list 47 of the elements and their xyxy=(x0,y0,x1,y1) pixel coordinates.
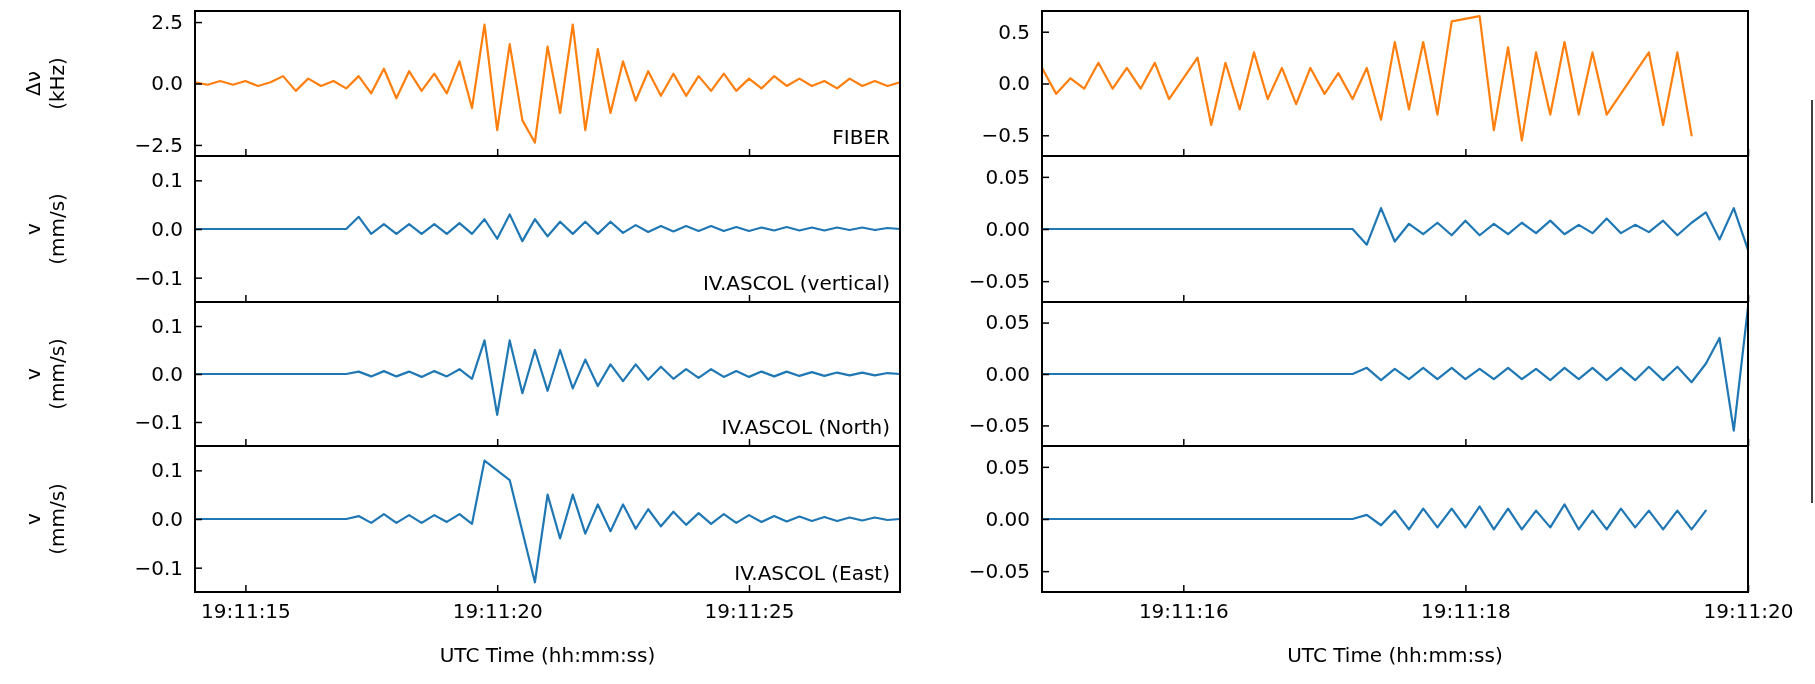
annotation: IV.ASCOL (vertical) xyxy=(702,271,890,295)
y-axis-title: v (mm/s) xyxy=(21,193,69,265)
y-tick-label: 0.0 xyxy=(151,216,183,241)
y-axis-title: v (mm/s) xyxy=(21,338,69,410)
y-axis-title: v (mm/s) xyxy=(21,483,69,555)
x-tick-label: 19:11:25 xyxy=(704,599,795,624)
y-axis-title: Δν (kHz) xyxy=(21,57,69,110)
line-series xyxy=(195,459,900,584)
x-tick-label: 19:11:20 xyxy=(452,599,543,624)
x-tick-label: 19:11:18 xyxy=(1420,599,1511,624)
y-tick-label: 0.0 xyxy=(151,361,183,386)
line-series xyxy=(195,23,900,144)
x-tick-label: 19:11:20 xyxy=(1703,599,1794,624)
line-series xyxy=(1042,15,1693,142)
annotation: FIBER xyxy=(832,125,891,149)
line-series xyxy=(195,339,900,416)
y-tick-label: 0.00 xyxy=(985,216,1030,241)
y-tick-label: −0.05 xyxy=(968,269,1030,294)
y-tick-label: −0.5 xyxy=(981,123,1030,148)
y-tick-label: 0.0 xyxy=(998,71,1030,96)
y-tick-label: 0.0 xyxy=(151,71,183,96)
y-tick-label: −0.05 xyxy=(968,413,1030,438)
y-tick-label: 0.00 xyxy=(985,361,1030,386)
annotation: IV.ASCOL (North) xyxy=(721,415,890,439)
y-tick-label: 0.1 xyxy=(151,313,183,338)
y-tick-label: 0.00 xyxy=(985,506,1030,531)
x-axis-title: UTC Time (hh:mm:ss) xyxy=(1287,643,1503,667)
y-tick-label: −2.5 xyxy=(134,132,183,157)
y-tick-label: 0.5 xyxy=(998,19,1030,44)
y-tick-label: 0.0 xyxy=(151,506,183,531)
line-series xyxy=(195,213,900,243)
y-tick-label: 0.05 xyxy=(985,310,1030,335)
x-tick-label: 19:11:16 xyxy=(1138,599,1229,624)
y-tick-label: −0.1 xyxy=(134,265,183,290)
y-tick-label: 0.05 xyxy=(985,164,1030,189)
y-tick-label: 0.1 xyxy=(151,168,183,193)
y-tick-label: 2.5 xyxy=(151,9,183,34)
line-series xyxy=(1042,503,1707,531)
x-axis-title: UTC Time (hh:mm:ss) xyxy=(439,643,656,667)
y-tick-label: −0.05 xyxy=(968,559,1030,584)
line-series xyxy=(1042,207,1748,251)
y-tick-label: 0.1 xyxy=(151,458,183,483)
y-tick-label: −0.1 xyxy=(134,409,183,434)
y-tick-label: −0.1 xyxy=(134,555,183,580)
y-tick-label: 0.05 xyxy=(985,454,1030,479)
x-tick-label: 19:11:15 xyxy=(200,599,291,624)
annotation: IV.ASCOL (East) xyxy=(734,561,890,585)
